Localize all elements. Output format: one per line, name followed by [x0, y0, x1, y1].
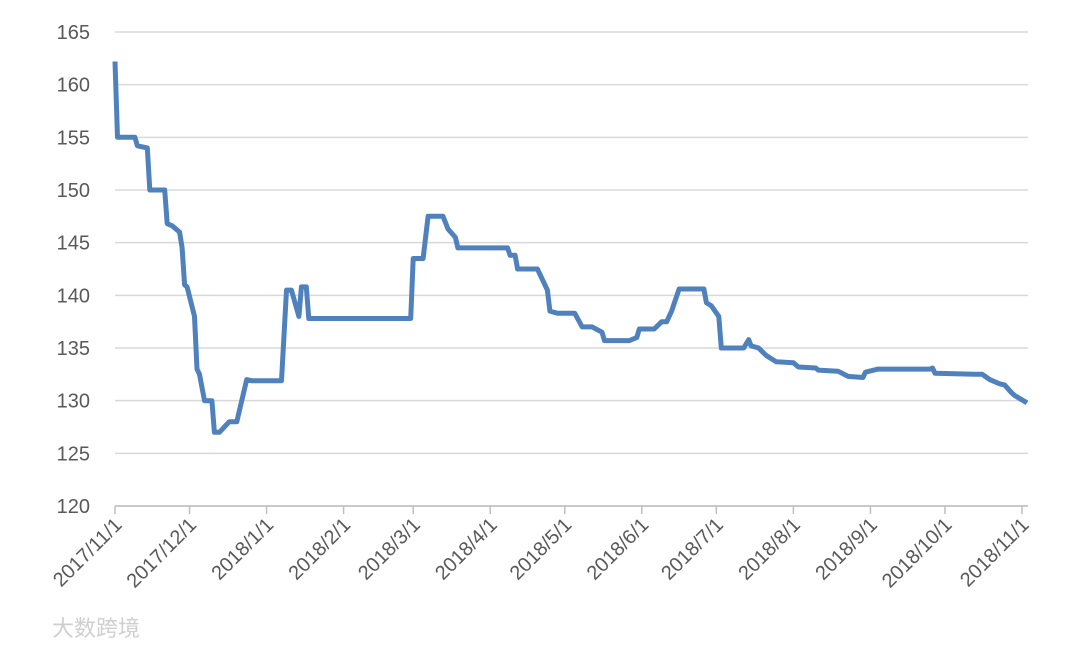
x-tick-label: 2018/3/1	[354, 514, 425, 585]
y-tick-label: 165	[57, 22, 90, 44]
x-tick-label: 2018/8/1	[734, 514, 805, 585]
x-tick-label: 2017/12/1	[123, 514, 201, 592]
x-tick-label: 2018/11/1	[956, 514, 1033, 591]
y-tick-label: 125	[57, 443, 90, 465]
x-tick-label: 2018/7/1	[657, 514, 728, 585]
y-tick-label: 145	[57, 233, 90, 255]
watermark: 大数跨境	[52, 616, 140, 641]
y-tick-label: 160	[57, 75, 90, 97]
y-tick-label: 155	[57, 127, 90, 149]
x-tick-label: 2018/9/1	[811, 514, 882, 585]
y-tick-label: 120	[57, 496, 90, 518]
y-tick-label: 140	[57, 285, 90, 307]
x-tick-label: 2017/11/1	[49, 514, 126, 591]
x-tick-label: 2018/2/1	[285, 514, 356, 585]
x-tick-label: 2018/1/1	[208, 514, 279, 585]
x-tick-label: 2018/10/1	[878, 514, 956, 592]
x-tick-label: 2018/5/1	[506, 514, 577, 585]
y-tick-label: 150	[57, 180, 90, 202]
data-line	[112, 61, 1029, 435]
x-tick-label: 2018/6/1	[583, 514, 654, 585]
y-tick-label: 130	[57, 391, 90, 413]
y-tick-label: 135	[57, 338, 90, 360]
x-tick-label: 2018/4/1	[431, 514, 502, 585]
